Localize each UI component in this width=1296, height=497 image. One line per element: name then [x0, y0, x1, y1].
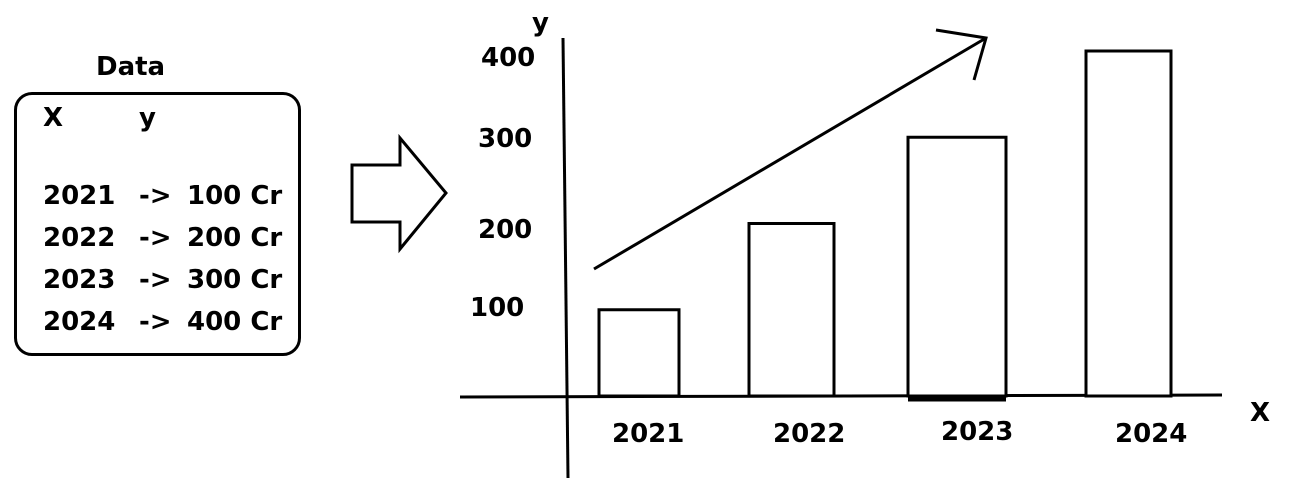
row-value: 300 Cr — [187, 265, 283, 295]
y-tick-label: 300 — [478, 124, 532, 154]
x-tick-label: 2024 — [1115, 419, 1187, 449]
table-row: 2021 -> 100 Cr — [17, 181, 298, 221]
bar-2022 — [747, 222, 836, 398]
data-table-box: X y 2021 -> 100 Cr 2022 -> 200 Cr 2023 -… — [14, 92, 301, 356]
row-year: 2021 — [43, 181, 116, 211]
row-year: 2022 — [43, 223, 116, 253]
x-tick-label: 2022 — [773, 419, 845, 449]
x-tick-label: 2021 — [612, 419, 684, 449]
data-title: Data — [96, 52, 166, 82]
row-value: 400 Cr — [187, 307, 283, 337]
x-tick-label: 2023 — [941, 417, 1013, 447]
row-arrow: -> — [139, 223, 172, 253]
y-axis — [561, 37, 570, 479]
table-header-y: y — [139, 103, 156, 133]
row-year: 2023 — [43, 265, 116, 295]
row-arrow: -> — [139, 307, 172, 337]
y-axis-label: y — [532, 8, 549, 38]
trend-arrow-head-icon — [935, 28, 988, 81]
table-row: 2023 -> 300 Cr — [17, 265, 298, 305]
y-tick-label: 200 — [478, 215, 532, 245]
y-tick-label: 400 — [481, 43, 535, 73]
row-arrow: -> — [139, 181, 172, 211]
bar-2021 — [597, 308, 681, 398]
row-value: 100 Cr — [187, 181, 283, 211]
right-arrow-icon — [350, 133, 448, 254]
trend-arrow-line — [593, 36, 987, 271]
table-row: 2022 -> 200 Cr — [17, 223, 298, 263]
table-row: 2024 -> 400 Cr — [17, 307, 298, 347]
bar-2023 — [906, 135, 1008, 398]
x-axis-label: X — [1250, 398, 1270, 428]
table-header-x: X — [43, 103, 64, 133]
row-arrow: -> — [139, 265, 172, 295]
y-tick-label: 100 — [470, 293, 524, 323]
row-value: 200 Cr — [187, 223, 283, 253]
bar-2024 — [1084, 49, 1173, 398]
row-year: 2024 — [43, 307, 116, 337]
